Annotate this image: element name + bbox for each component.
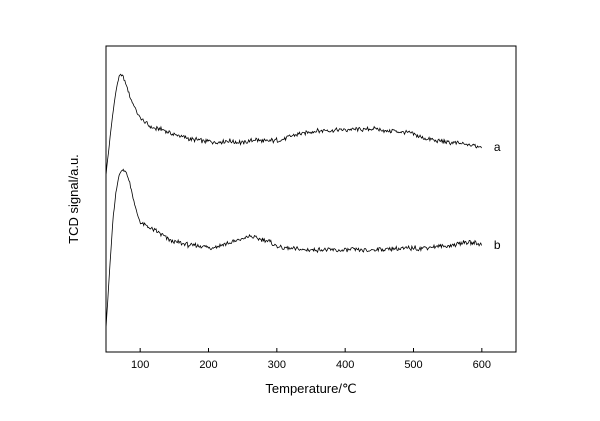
x-axis-ticks: 100 200 300 400 500 600 [131,348,491,371]
x-tick-label-200: 200 [199,359,217,371]
y-axis-label: TCD signal/a.u. [66,154,81,244]
x-tick-label-300: 300 [268,359,286,371]
series-layer: ab [105,73,501,329]
series-label-a: a [494,140,501,154]
x-axis-label: Temperature/℃ [265,381,356,396]
x-tick-label-600: 600 [473,359,491,371]
series-label-b: b [494,238,501,252]
x-tick-label-400: 400 [336,359,354,371]
series-line-a [105,73,482,176]
x-tick-label-100: 100 [131,359,149,371]
x-tick-label-500: 500 [404,359,422,371]
plot-frame [105,45,517,353]
series-line-b [105,168,482,329]
